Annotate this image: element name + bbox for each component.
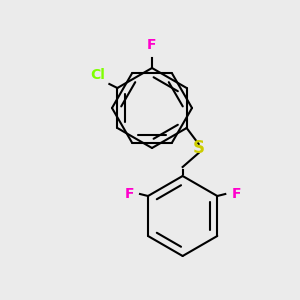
Text: F: F xyxy=(124,187,134,201)
Text: F: F xyxy=(147,38,157,52)
Text: Cl: Cl xyxy=(91,68,105,82)
Text: S: S xyxy=(193,139,205,157)
Text: F: F xyxy=(231,187,241,201)
